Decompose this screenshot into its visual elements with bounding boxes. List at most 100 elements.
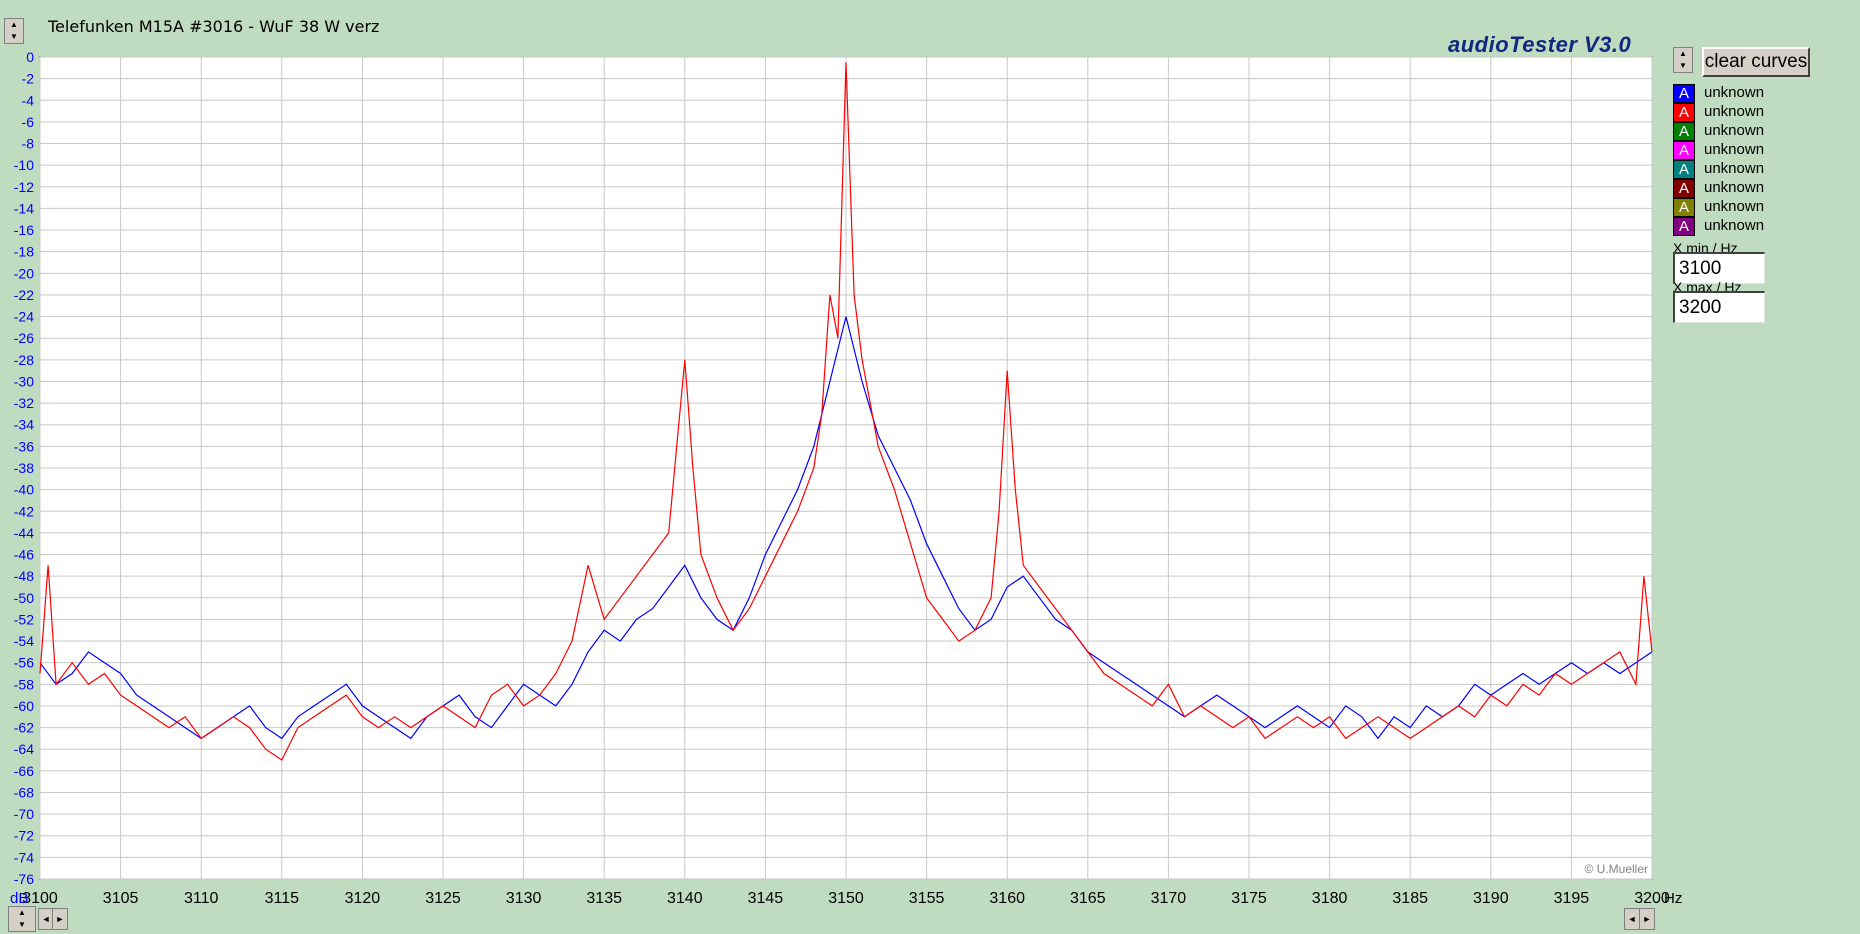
window-title: Telefunken M15A #3016 - WuF 38 W verz [48,17,380,36]
y-tick-label: -32 [14,395,34,411]
y-tick-label: -68 [14,784,34,800]
x-tick-label: 3105 [103,890,139,907]
xmin-input[interactable]: 3100 [1673,252,1765,284]
legend-label: unknown [1704,103,1765,120]
y-tick-label: -60 [14,698,34,714]
y-tick-label: 0 [26,49,34,65]
y-tick-label: -10 [14,157,34,173]
x-tick-label: 3115 [265,890,300,907]
x-tick-label: 3170 [1151,890,1187,907]
y-tick-label: -16 [14,222,34,238]
y-tick-label: -64 [14,741,34,757]
y-tick-label: -62 [14,720,34,736]
legend-swatch[interactable]: A [1673,84,1695,103]
y-tick-label: -76 [14,871,34,887]
scroll-right-end-button[interactable]: ► [1639,908,1655,930]
x-tick-label: 3160 [989,890,1025,907]
y-tick-label: -42 [14,503,34,519]
bottom-spin-control[interactable]: ▲ ▼ [8,906,36,932]
legend-label: unknown [1704,179,1765,196]
legend-swatch[interactable]: A [1673,141,1695,160]
y-tick-label: -40 [14,482,34,498]
y-tick-label: -12 [14,179,34,195]
legend-label: unknown [1704,198,1765,215]
x-tick-label: 3110 [184,890,219,907]
legend-label: unknown [1704,84,1765,101]
xmax-input[interactable]: 3200 [1673,291,1765,323]
app-brand: audioTester V3.0 [1448,32,1632,57]
y-tick-label: -46 [14,547,34,563]
y-tick-label: -24 [14,309,34,325]
x-tick-label: 3100 [22,890,58,907]
y-tick-label: -66 [14,763,34,779]
legend-label: unknown [1704,217,1765,234]
legend-swatch[interactable]: A [1673,198,1695,217]
x-tick-label: 3130 [506,890,542,907]
legend-label: unknown [1704,122,1765,139]
x-tick-label: 3175 [1231,890,1267,907]
y-tick-label: -30 [14,373,34,389]
y-tick-label: -48 [14,568,34,584]
y-tick-label: -50 [14,590,34,606]
series-line [39,62,1653,761]
y-tick-label: -44 [14,525,34,541]
y-tick-label: -14 [14,200,34,216]
x-tick-label: 3185 [1392,890,1428,907]
y-tick-label: -56 [14,655,34,671]
y-tick-label: -2 [22,71,35,87]
y-tick-label: -20 [14,265,34,281]
y-tick-label: -52 [14,611,34,627]
y-tick-label: -34 [14,417,34,433]
scroll-right-button[interactable]: ► [52,908,68,930]
y-tick-label: -6 [22,114,35,130]
x-tick-label: 3200 [1634,890,1670,907]
y-tick-label: -8 [22,136,35,152]
y-tick-label: -36 [14,438,34,454]
legend-label: unknown [1704,141,1765,158]
x-tick-label: 3155 [909,890,945,907]
legend-swatch[interactable]: A [1673,217,1695,236]
legend-swatch[interactable]: A [1673,160,1695,179]
y-tick-label: -70 [14,806,34,822]
x-tick-label: 3125 [425,890,461,907]
y-axis-unit: dB [10,890,28,907]
x-tick-label: 3190 [1473,890,1509,907]
scroll-left-button[interactable]: ◄ [38,908,54,930]
x-tick-label: 3145 [748,890,784,907]
series-line [39,316,1653,740]
y-tick-label: -74 [14,849,34,865]
y-tick-label: -54 [14,633,34,649]
y-tick-label: -58 [14,676,34,692]
legend-swatch[interactable]: A [1673,122,1695,141]
x-tick-label: 3140 [667,890,703,907]
x-tick-label: 3195 [1554,890,1590,907]
title-spin-control[interactable]: ▲ ▼ [4,18,24,44]
y-tick-label: -38 [14,460,34,476]
y-tick-label: -26 [14,330,34,346]
y-tick-label: -4 [22,92,35,108]
copyright-note: © U.Mueller [1584,862,1648,876]
x-tick-label: 3120 [345,890,381,907]
legend-swatch[interactable]: A [1673,103,1695,122]
legend-label: unknown [1704,160,1765,177]
y-tick-label: -18 [14,244,34,260]
x-axis-unit: Hz [1664,890,1682,907]
y-tick-label: -72 [14,828,34,844]
x-tick-label: 3165 [1070,890,1106,907]
clear-curves-button[interactable]: clear curves [1702,47,1810,77]
x-tick-label: 3135 [586,890,622,907]
x-tick-label: 3180 [1312,890,1348,907]
scroll-left-end-button[interactable]: ◄ [1624,908,1640,930]
legend-spin-control[interactable]: ▲ ▼ [1673,47,1693,73]
legend-swatch[interactable]: A [1673,179,1695,198]
